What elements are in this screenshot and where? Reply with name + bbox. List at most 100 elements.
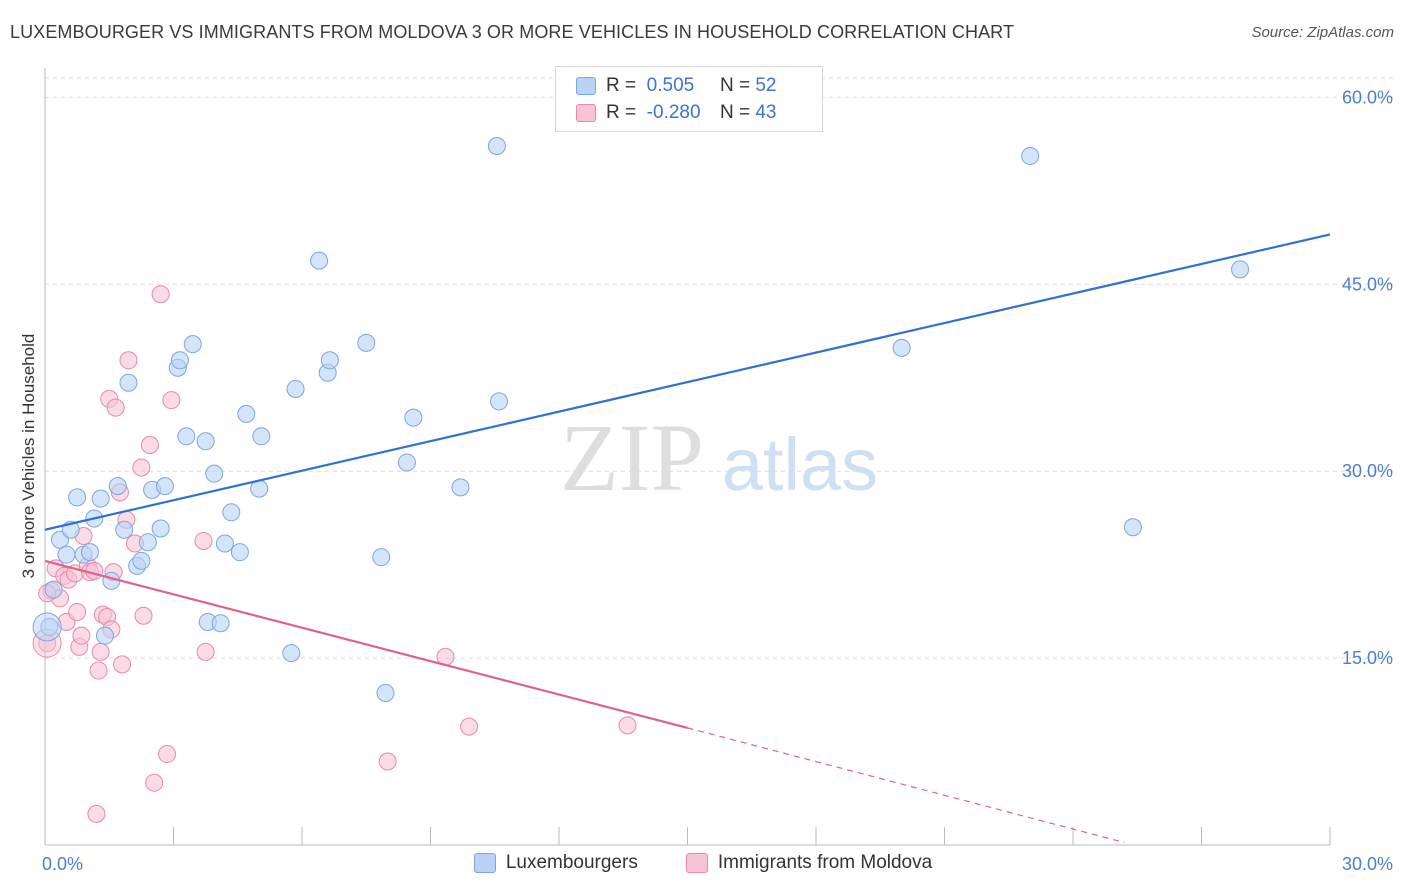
luxembourger-point: [44, 580, 63, 599]
luxembourger-point: [151, 519, 170, 538]
luxembourger-point: [108, 477, 127, 496]
moldova-point: [145, 773, 164, 792]
luxembourger-trend-line: [44, 233, 1331, 531]
legend-row-moldova: R = -0.280 N = 43: [576, 100, 776, 126]
luxembourger-point: [404, 408, 423, 427]
legend-item-luxembourgers: Luxembourgers: [473, 852, 638, 874]
luxembourger-point: [286, 379, 305, 398]
luxembourger-point: [320, 351, 339, 370]
legend-swatch-blue: [473, 853, 496, 873]
luxembourger-point: [892, 338, 911, 357]
tick-labels: 15.0% 30.0% 45.0% 60.0% 0.0% 30.0%: [42, 87, 1393, 874]
moldova-point: [196, 642, 215, 661]
luxembourger-point: [183, 335, 202, 354]
legend-swatch-pink: [576, 104, 596, 122]
grid-lines: [45, 77, 1395, 659]
legend-r-value: 0.505: [646, 75, 695, 96]
legend-n-label: N =: [719, 75, 751, 96]
legend-row-luxembourgers: R = 0.505 N = 52: [576, 73, 776, 99]
luxembourger-point: [397, 453, 416, 472]
y-tick-label: 60.0%: [1342, 87, 1393, 107]
watermark-zip: ZIP: [560, 404, 704, 511]
luxembourger-point: [310, 251, 329, 270]
moldova-point: [378, 752, 397, 771]
y-tick-label: 45.0%: [1342, 274, 1393, 294]
moldova-point: [87, 804, 106, 823]
moldova-point: [113, 655, 132, 674]
luxembourger-point: [1231, 260, 1250, 279]
legend-r-label: R =: [606, 75, 637, 96]
source-credit: Source: ZipAtlas.com: [1251, 24, 1394, 41]
luxembourger-point: [487, 136, 506, 155]
luxembourger-point: [222, 503, 241, 522]
legend-r-label: R =: [606, 102, 637, 123]
moldova-trend-extension: [687, 727, 1125, 844]
moldova-trend-line: [44, 559, 688, 729]
luxembourger-point: [372, 548, 391, 567]
legend-n-label: N =: [719, 102, 751, 123]
moldova-point: [151, 285, 170, 304]
luxembourger-point: [196, 432, 215, 451]
watermark-atlas: atlas: [722, 423, 878, 506]
luxembourger-point: [115, 520, 134, 539]
moldova-point: [91, 642, 110, 661]
legend-r-value: -0.280: [646, 102, 701, 123]
luxembourger-point: [91, 489, 110, 508]
luxembourger-point: [490, 392, 509, 411]
luxembourger-point: [119, 373, 138, 392]
y-tick-label: 15.0%: [1342, 648, 1393, 668]
luxembourger-point: [252, 427, 271, 446]
moldova-point: [85, 561, 104, 580]
moldova-point: [158, 745, 177, 764]
luxembourger-point: [451, 478, 470, 497]
luxembourger-point: [205, 464, 224, 483]
luxembourger-point: [80, 543, 99, 562]
luxembourger-point: [215, 534, 234, 553]
trend-lines: [44, 233, 1331, 844]
x-tick-label: 0.0%: [42, 854, 83, 874]
luxembourger-point: [237, 404, 256, 423]
axes: [44, 68, 1331, 846]
moldova-point: [106, 398, 125, 417]
y-tick-label: 30.0%: [1342, 461, 1393, 481]
legend-label-luxembourgers: Luxembourgers: [505, 852, 638, 873]
luxembourger-point: [102, 571, 121, 590]
moldova-point: [68, 602, 87, 621]
legend-swatch-blue: [576, 77, 596, 95]
x-tick-label: 30.0%: [1342, 854, 1393, 874]
moldova-point: [119, 351, 138, 370]
watermark: ZIP atlas: [560, 404, 878, 511]
legend-label-moldova: Immigrants from Moldova: [717, 852, 933, 873]
luxembourger-point: [211, 614, 230, 633]
chart-title: LUXEMBOURGER VS IMMIGRANTS FROM MOLDOVA …: [10, 22, 1015, 42]
series-legend: Luxembourgers Immigrants from Moldova: [0, 852, 1406, 874]
luxembourger-point: [155, 477, 174, 496]
luxembourger-point: [376, 683, 395, 702]
legend-swatch-pink: [685, 853, 708, 873]
luxembourger-point: [1123, 518, 1142, 537]
moldova-point: [140, 436, 159, 455]
luxembourger-point: [357, 333, 376, 352]
luxembourger-point: [282, 644, 301, 663]
luxembourger-point: [1021, 146, 1040, 165]
luxembourger-point: [132, 551, 151, 570]
moldova-point: [134, 606, 153, 625]
legend-n-value: 43: [755, 102, 777, 123]
moldova-point: [162, 391, 181, 410]
moldova-point: [194, 531, 213, 550]
moldova-point: [618, 716, 637, 735]
moldova-point: [72, 626, 91, 645]
luxembourger-point: [170, 351, 189, 370]
luxembourger-point: [68, 488, 87, 507]
legend-n-value: 52: [755, 75, 777, 96]
moldova-point: [132, 458, 151, 477]
legend-item-moldova: Immigrants from Moldova: [685, 852, 933, 874]
y-axis-label: 3 or more Vehicles in Household: [19, 334, 38, 579]
luxembourger-point: [177, 427, 196, 446]
luxembourger-point: [138, 533, 157, 552]
luxembourger-point: [95, 626, 114, 645]
correlation-legend: R = 0.505 N = 52 R = -0.280 N = 43: [555, 66, 823, 132]
luxembourger-point: [57, 545, 76, 564]
moldova-point: [460, 717, 479, 736]
